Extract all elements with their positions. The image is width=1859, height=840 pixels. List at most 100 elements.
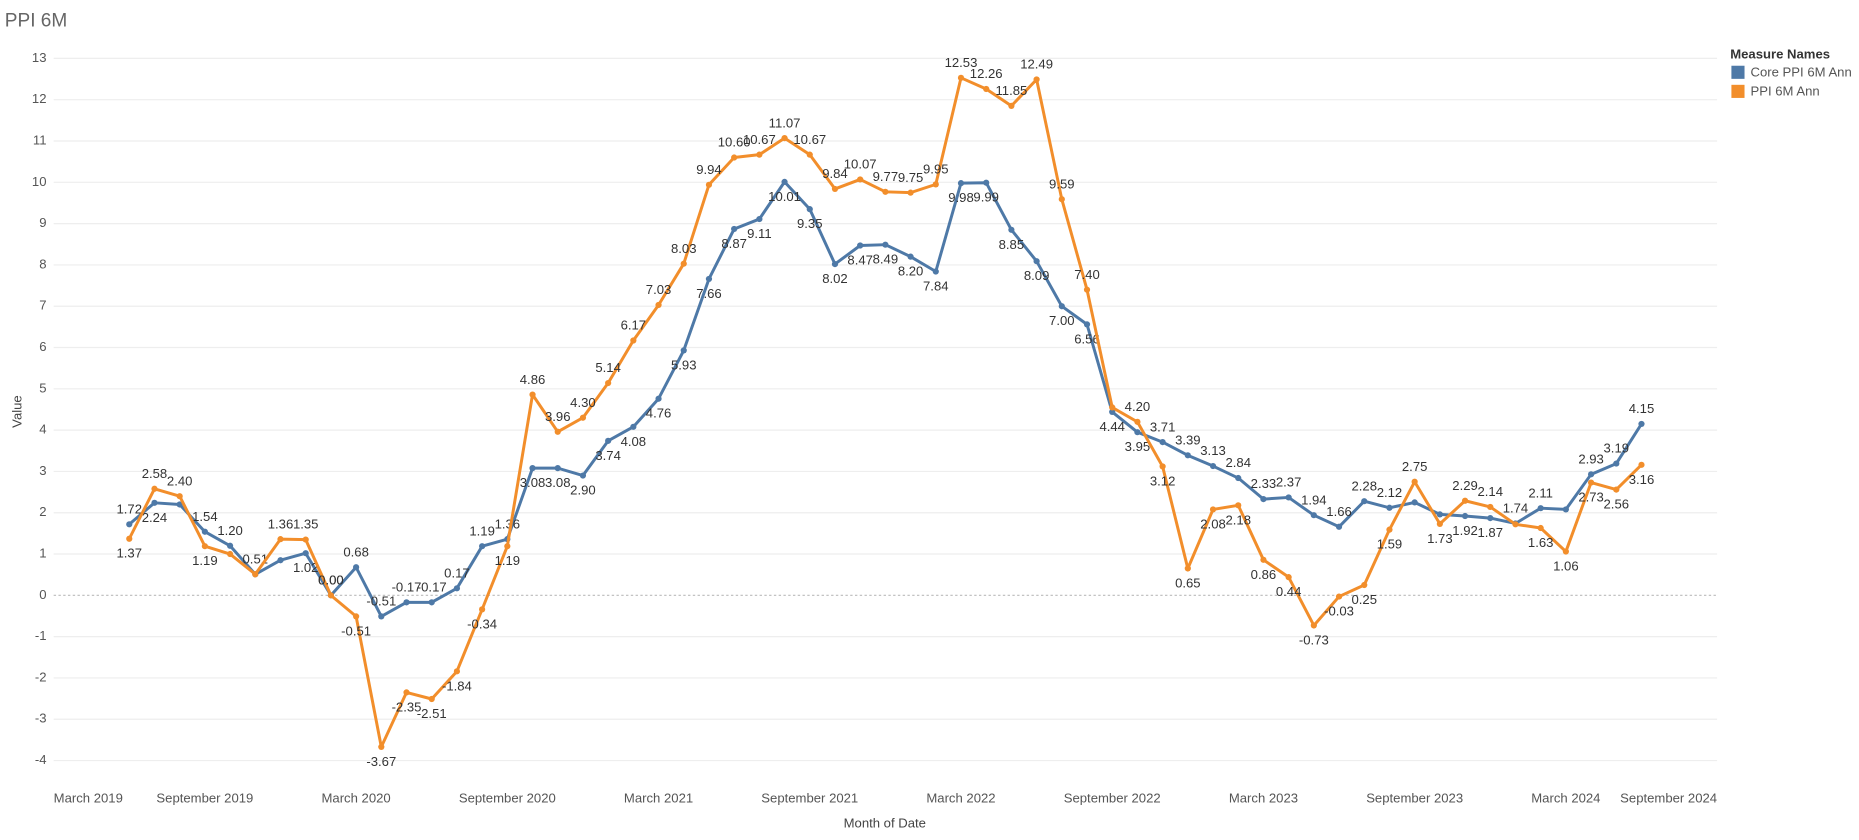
data-label: 10.01 [768, 189, 801, 204]
data-label: 4.76 [646, 406, 672, 421]
point [957, 180, 965, 187]
data-label: 2.56 [1604, 497, 1630, 512]
point [831, 185, 839, 193]
y-axis-title: Value [9, 395, 24, 428]
data-label: -0.34 [467, 616, 497, 631]
data-label: -0.51 [366, 594, 396, 609]
data-label: 10.60 [718, 135, 751, 150]
data-label: 4.20 [1125, 399, 1151, 414]
data-label: 8.49 [873, 252, 899, 267]
point [1008, 226, 1015, 233]
point [302, 536, 309, 543]
x-tick-label: September 2024 [1620, 791, 1717, 806]
point [1613, 460, 1620, 467]
data-label: 8.03 [671, 241, 697, 256]
y-tick-label: 8 [39, 256, 46, 271]
x-tick-label: September 2023 [1366, 791, 1463, 806]
point [1209, 506, 1217, 513]
data-label: 2.11 [1528, 485, 1553, 500]
point [1613, 486, 1620, 493]
y-tick-label: -2 [35, 669, 47, 684]
data-label: 1.87 [1478, 525, 1504, 540]
point [1487, 514, 1494, 522]
data-label: 1.19 [469, 523, 495, 538]
point [1335, 523, 1343, 530]
data-label: 7.84 [923, 278, 949, 293]
data-label: 2.84 [1225, 455, 1251, 470]
point [504, 543, 511, 550]
data-label: 4.08 [621, 434, 647, 449]
data-label: 4.15 [1629, 401, 1655, 416]
data-label: 3.71 [1150, 419, 1176, 434]
data-label: 10.07 [844, 157, 877, 172]
data-label: 2.58 [142, 466, 168, 481]
point [453, 668, 461, 675]
data-label: 1.94 [1301, 492, 1327, 507]
data-label: 1.59 [1377, 537, 1403, 552]
point [1587, 471, 1595, 478]
legend-title: Measure Names [1730, 46, 1830, 61]
data-label: 3.08 [545, 475, 571, 490]
point [781, 178, 788, 185]
data-label: 2.18 [1225, 512, 1251, 527]
point [126, 521, 133, 528]
data-label: 6.56 [1074, 331, 1100, 346]
data-label: 2.24 [142, 510, 168, 525]
point [1134, 418, 1141, 425]
data-label: 1.19 [495, 553, 521, 568]
data-label: 9.99 [973, 190, 999, 205]
y-tick-label: 1 [39, 545, 46, 560]
data-label: 1.36 [268, 516, 294, 531]
x-tick-label: March 2023 [1229, 791, 1298, 806]
y-tick-label: -1 [35, 628, 47, 643]
point [1537, 505, 1544, 512]
point [579, 414, 587, 421]
x-tick-label: September 2021 [761, 791, 858, 806]
point [1184, 452, 1191, 459]
point [705, 181, 713, 188]
x-axis-title: Month of Date [844, 816, 926, 831]
data-label: 1.20 [217, 523, 243, 538]
point [756, 215, 763, 223]
point [1537, 524, 1544, 532]
point [1587, 479, 1595, 486]
point [327, 592, 334, 599]
point [1461, 512, 1469, 520]
data-label: 1.73 [1427, 531, 1453, 546]
data-label: -0.73 [1299, 632, 1329, 647]
legend-swatch [1731, 65, 1745, 79]
data-label: 2.90 [570, 483, 596, 498]
point [1285, 494, 1292, 501]
point [1159, 439, 1166, 446]
point [126, 535, 133, 542]
data-label: 2.93 [1578, 451, 1604, 466]
y-tick-label: 12 [32, 91, 47, 106]
point [655, 395, 662, 402]
point [605, 437, 612, 444]
data-label: 1.06 [1553, 559, 1579, 574]
point [806, 206, 813, 213]
point [1260, 495, 1267, 503]
data-label: 2.37 [1276, 475, 1302, 490]
point [731, 225, 738, 233]
point [1083, 321, 1091, 328]
point [1209, 462, 1217, 470]
y-tick-label: 10 [32, 174, 47, 189]
point [378, 743, 385, 751]
point [1361, 581, 1368, 589]
point [731, 154, 738, 161]
point [252, 571, 259, 578]
point [1083, 286, 1091, 293]
point [176, 501, 183, 508]
point [907, 253, 914, 260]
point [1285, 574, 1292, 581]
y-tick-label: -4 [35, 752, 47, 767]
point [479, 543, 486, 550]
data-label: 3.13 [1200, 443, 1226, 458]
data-label: 2.73 [1578, 490, 1604, 505]
point [151, 485, 158, 492]
point [705, 275, 713, 283]
point [1184, 565, 1191, 572]
data-label: 4.44 [1099, 419, 1125, 434]
y-tick-label: 3 [39, 463, 46, 478]
